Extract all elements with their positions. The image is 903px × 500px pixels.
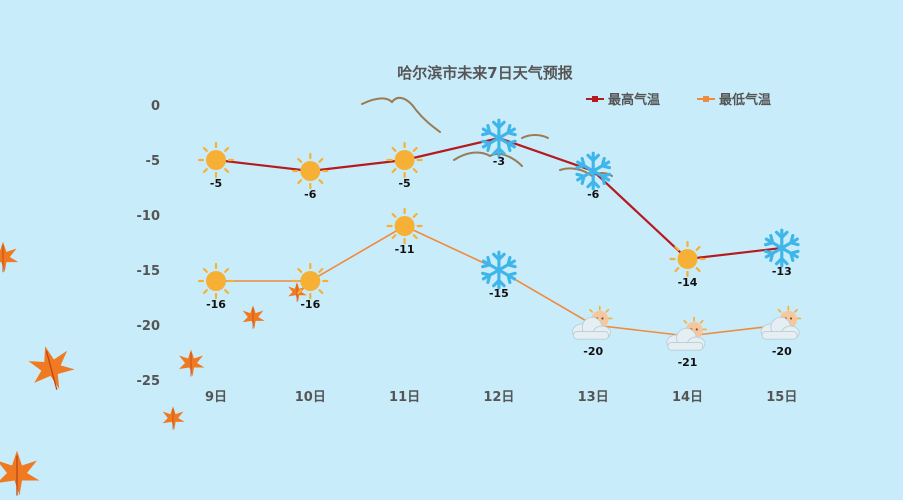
legend-label: 最高气温	[608, 92, 660, 108]
cloud-sun-icon	[760, 305, 802, 341]
series-low: -16 -16 -11 -15 -20 -21 -20	[197, 207, 802, 369]
x-tick-label: 13日	[578, 390, 609, 405]
series-layer: -5 -6 -5 -3 -6 -14 -13 -16 -16 -11 -15 -20 -21 -20	[197, 120, 802, 369]
maple-leaf-icon	[178, 349, 205, 377]
legend-item-low: 最低气温	[697, 92, 771, 108]
y-axis: 0 -5 -10 -15 -20 -25	[137, 99, 161, 389]
maple-leaf-icon	[0, 241, 19, 273]
y-tick-label: -5	[146, 154, 160, 169]
snowflake-icon	[481, 252, 517, 288]
sun-icon	[669, 240, 706, 278]
snowflake-icon	[764, 230, 800, 266]
data-label: -6	[587, 188, 600, 201]
maple-leaf-icon	[25, 339, 80, 396]
data-label: -5	[398, 177, 410, 190]
legend: 最高气温 最低气温	[586, 92, 771, 108]
data-label: -15	[489, 287, 509, 300]
data-label: -5	[210, 177, 222, 190]
sun-icon	[197, 141, 235, 179]
y-tick-label: -15	[137, 264, 161, 279]
x-tick-label: 10日	[295, 390, 326, 405]
x-tick-label: 15日	[766, 390, 797, 405]
y-tick-label: -10	[137, 209, 161, 224]
x-tick-label: 14日	[672, 390, 703, 405]
sun-icon	[292, 152, 329, 190]
data-label: -20	[583, 345, 603, 358]
data-label: -20	[772, 345, 792, 358]
bird-icon	[521, 134, 549, 139]
legend-item-high: 最高气温	[586, 92, 660, 108]
bird-icon	[453, 151, 523, 167]
data-label: -6	[304, 188, 317, 201]
data-label: -14	[678, 276, 698, 289]
sun-icon	[386, 207, 423, 245]
data-label: -16	[206, 298, 226, 311]
data-label: -3	[493, 155, 505, 168]
legend-marker	[703, 96, 709, 102]
data-label: -16	[300, 298, 320, 311]
y-tick-label: -20	[137, 319, 161, 334]
x-tick-label: 11日	[389, 390, 420, 405]
x-tick-label: 12日	[483, 390, 514, 405]
y-tick-label: -25	[137, 374, 161, 389]
chart-title: 哈尔滨市未来7日天气预报	[397, 64, 572, 82]
data-label: -13	[772, 265, 792, 278]
series-high: -5 -6 -5 -3 -6 -14 -13	[197, 120, 800, 289]
cloud-sun-icon	[571, 305, 613, 341]
legend-marker	[592, 96, 598, 102]
x-tick-label: 9日	[205, 390, 227, 405]
legend-label: 最低气温	[719, 92, 771, 108]
maple-leaf-icon	[242, 304, 266, 330]
x-axis: 9日 10日 11日 12日 13日 14日 15日	[205, 390, 797, 405]
snowflake-icon	[481, 120, 517, 156]
decoration	[0, 241, 308, 497]
data-label: -11	[395, 243, 415, 256]
y-tick-label: 0	[151, 99, 160, 114]
maple-leaf-icon	[0, 449, 41, 497]
maple-leaf-icon	[162, 405, 186, 431]
bird-icon	[361, 96, 441, 133]
data-label: -21	[678, 356, 698, 369]
sun-icon	[386, 141, 423, 179]
